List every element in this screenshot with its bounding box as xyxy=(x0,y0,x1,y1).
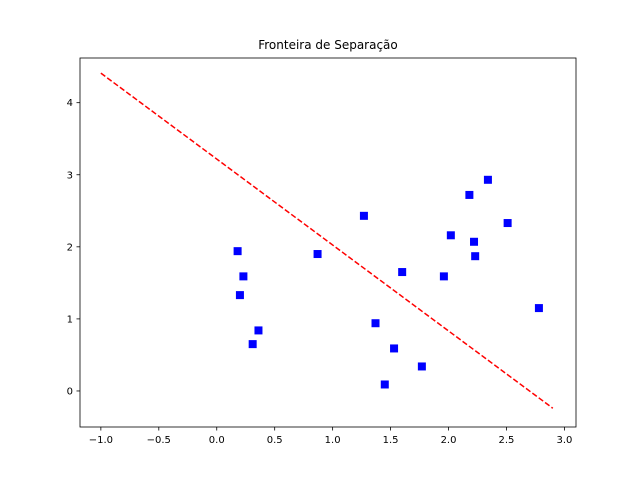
data-point xyxy=(398,268,407,277)
data-point xyxy=(503,219,512,228)
y-tick-label: 0 xyxy=(67,386,73,397)
y-tick-label: 2 xyxy=(67,242,73,253)
data-point xyxy=(248,340,257,349)
data-point xyxy=(470,237,479,246)
plot-area xyxy=(100,72,554,409)
y-tick-label: 4 xyxy=(67,98,73,109)
data-point xyxy=(417,362,426,371)
x-tick-label: 0.5 xyxy=(267,435,283,446)
x-tick-label: −1.0 xyxy=(89,435,113,446)
y-tick-label: 3 xyxy=(67,170,73,181)
data-point xyxy=(471,252,480,261)
data-point xyxy=(239,272,248,281)
data-point xyxy=(380,380,389,389)
chart-title: Fronteira de Separação xyxy=(258,38,398,52)
x-tick-label: 2.0 xyxy=(441,435,457,446)
x-tick-label: 1.0 xyxy=(325,435,341,446)
axes-frame xyxy=(79,57,577,428)
x-tick-label: 0.0 xyxy=(209,435,225,446)
data-point xyxy=(390,344,399,353)
separation-boundary-line xyxy=(100,72,554,409)
x-tick-label: 3.0 xyxy=(556,435,572,446)
x-tick-label: 1.5 xyxy=(383,435,399,446)
data-point xyxy=(483,175,492,184)
data-point xyxy=(254,326,263,335)
data-point xyxy=(534,304,543,313)
data-point xyxy=(439,272,448,281)
data-point xyxy=(371,319,380,328)
x-tick-label: 2.5 xyxy=(499,435,515,446)
y-axis: 0 1 2 3 4 xyxy=(67,98,80,397)
data-point xyxy=(233,247,242,256)
data-point xyxy=(235,291,244,300)
data-point xyxy=(313,250,322,259)
x-tick-label: −0.5 xyxy=(147,435,171,446)
data-point xyxy=(359,211,368,220)
y-tick-label: 1 xyxy=(67,314,73,325)
data-point xyxy=(446,231,455,240)
x-axis: −1.0 −0.5 0.0 0.5 1.0 1.5 2.0 2.5 3.0 xyxy=(89,427,572,446)
data-point xyxy=(465,190,474,199)
